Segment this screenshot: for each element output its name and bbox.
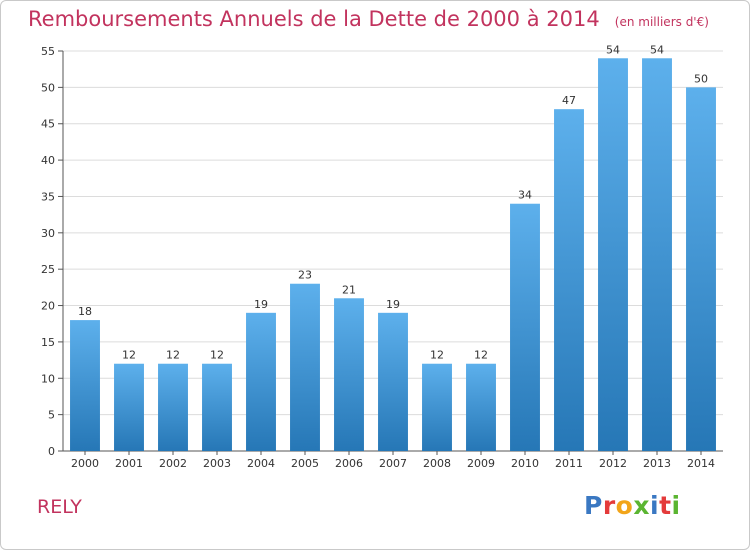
x-tick-label: 2006 — [335, 457, 363, 470]
y-tick-label: 15 — [41, 336, 55, 349]
logo-letter: i — [671, 491, 681, 520]
chart-title: Remboursements Annuels de la Dette de 20… — [28, 7, 600, 31]
bar — [554, 109, 584, 451]
y-tick-label: 5 — [48, 409, 55, 422]
x-tick-label: 2000 — [71, 457, 99, 470]
x-tick-label: 2013 — [643, 457, 671, 470]
x-tick-label: 2010 — [511, 457, 539, 470]
logo-letter: t — [659, 491, 672, 520]
logo-letter: i — [650, 491, 660, 520]
bar — [422, 363, 452, 451]
bar — [290, 283, 320, 451]
title-row: Remboursements Annuels de la Dette de 20… — [28, 7, 709, 31]
x-tick-label: 2012 — [599, 457, 627, 470]
bar — [642, 58, 672, 451]
bar-value-label: 19 — [386, 298, 400, 311]
bar — [466, 363, 496, 451]
bar — [598, 58, 628, 451]
bar — [510, 203, 540, 451]
bar-value-label: 54 — [606, 43, 620, 56]
x-tick-label: 2011 — [555, 457, 583, 470]
bar-value-label: 12 — [166, 349, 180, 362]
bar — [158, 363, 188, 451]
bar-value-label: 21 — [342, 283, 356, 296]
x-tick-label: 2008 — [423, 457, 451, 470]
y-tick-label: 30 — [41, 227, 55, 240]
commune-name: RELY — [37, 496, 82, 518]
y-tick-label: 40 — [41, 154, 55, 167]
y-tick-label: 45 — [41, 118, 55, 131]
bar-value-label: 19 — [254, 298, 268, 311]
logo-letter: P — [584, 491, 603, 520]
bar — [202, 363, 232, 451]
x-tick-label: 2001 — [115, 457, 143, 470]
bar-value-label: 47 — [562, 94, 576, 107]
y-tick-label: 25 — [41, 263, 55, 276]
bar-value-label: 12 — [430, 349, 444, 362]
bar-value-label: 12 — [474, 349, 488, 362]
bar — [378, 312, 408, 451]
logo-letter: x — [633, 491, 650, 520]
bar-value-label: 23 — [298, 269, 312, 282]
bar — [246, 312, 276, 451]
bar-value-label: 12 — [210, 349, 224, 362]
bar-value-label: 50 — [694, 72, 708, 85]
chart-subtitle: (en milliers d'€) — [614, 15, 709, 29]
logo-letter: r — [602, 491, 616, 520]
bar — [686, 87, 716, 451]
bar — [334, 298, 364, 451]
y-tick-label: 10 — [41, 372, 55, 385]
x-tick-label: 2014 — [687, 457, 715, 470]
bar-value-label: 34 — [518, 189, 532, 202]
y-tick-label: 0 — [48, 445, 55, 458]
bar-value-label: 18 — [78, 305, 92, 318]
y-tick-label: 50 — [41, 81, 55, 94]
y-tick-label: 35 — [41, 190, 55, 203]
x-tick-label: 2005 — [291, 457, 319, 470]
bar-value-label: 12 — [122, 349, 136, 362]
bar — [114, 363, 144, 451]
logo-letter: o — [615, 491, 634, 520]
bar — [70, 320, 100, 451]
x-tick-label: 2003 — [203, 457, 231, 470]
proxiti-logo[interactable]: Proxiti — [584, 491, 681, 520]
x-tick-label: 2004 — [247, 457, 275, 470]
y-tick-label: 20 — [41, 300, 55, 313]
x-tick-label: 2002 — [159, 457, 187, 470]
y-tick-label: 55 — [41, 45, 55, 58]
x-tick-label: 2007 — [379, 457, 407, 470]
bar-value-label: 54 — [650, 43, 664, 56]
x-tick-label: 2009 — [467, 457, 495, 470]
